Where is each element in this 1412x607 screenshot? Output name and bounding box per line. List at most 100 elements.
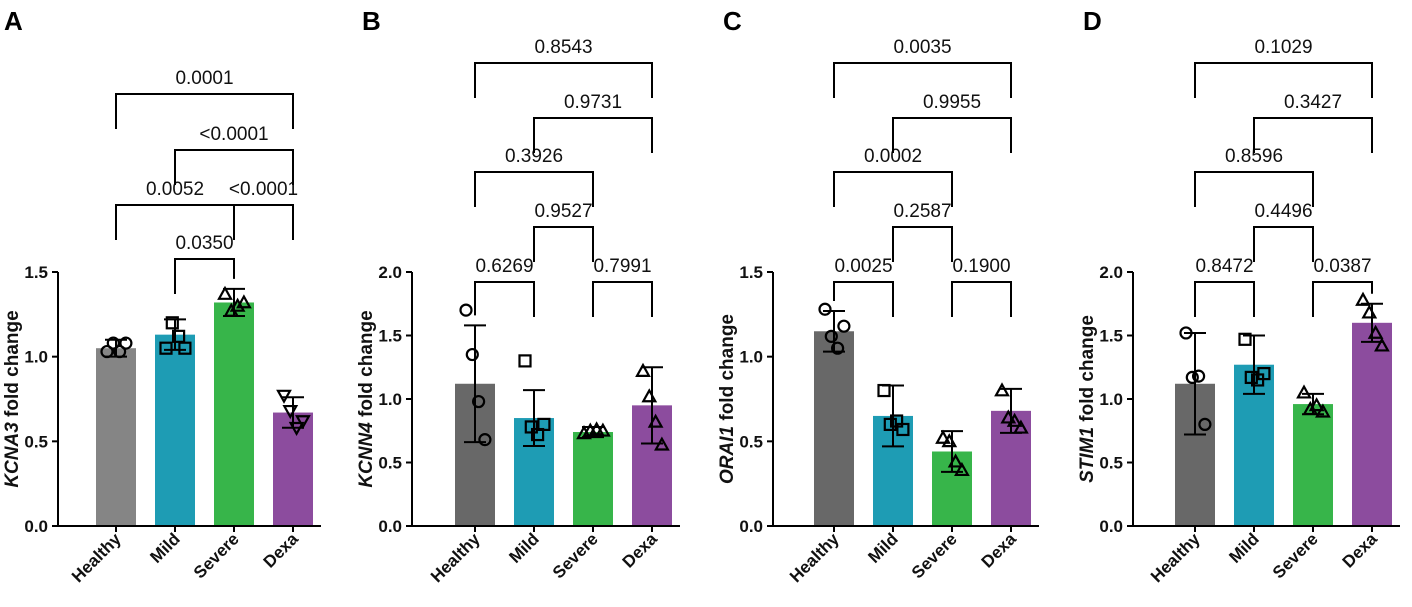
- y-tick-label: 1.5: [24, 263, 48, 282]
- data-point: [229, 297, 246, 312]
- data-point: [1000, 409, 1017, 424]
- data-point: [295, 415, 311, 430]
- x-tick-label: Dexa: [978, 529, 1021, 572]
- p-value-label: 0.1029: [1254, 37, 1312, 58]
- data-point: [824, 329, 838, 343]
- significance-bracket: [1253, 117, 1373, 153]
- significance-bracket: [474, 171, 594, 207]
- p-value-label: 0.3926: [505, 146, 563, 167]
- y-tick-label: 0.5: [24, 432, 48, 451]
- p-value-label: 0.3427: [1284, 92, 1342, 113]
- x-tick-label: Healthy: [68, 529, 125, 586]
- y-tick-label: 0.0: [1099, 517, 1123, 536]
- y-axis-title: KCNA3 fold change: [2, 310, 23, 487]
- significance-bracket: [1194, 171, 1314, 207]
- p-value-label: 0.0387: [1313, 256, 1371, 277]
- significance-bracket: [233, 204, 294, 240]
- panel-letter: A: [4, 6, 23, 36]
- data-point: [1013, 419, 1029, 434]
- x-tick-label: Mild: [146, 529, 183, 566]
- p-value-label: 0.0001: [175, 68, 233, 89]
- y-axis-title: ORAI1 fold change: [717, 314, 738, 484]
- data-point: [837, 319, 851, 333]
- data-point: [935, 429, 951, 444]
- significance-bracket: [892, 117, 1012, 153]
- y-axis-gene: STIM1: [1077, 427, 1098, 483]
- x-tick-label: Severe: [1269, 529, 1322, 582]
- data-point: [647, 413, 664, 428]
- significance-bracket: [1194, 62, 1373, 98]
- data-point: [178, 341, 192, 355]
- y-tick-label: 0.0: [378, 517, 402, 536]
- bar-healthy: [814, 331, 854, 526]
- p-value-label: 0.8543: [534, 37, 592, 58]
- y-tick-label: 1.5: [739, 263, 763, 282]
- panel-d: D STIM1 fold change 0.0 0.5 1.0 1.5 2.0 Healthy…: [1077, 6, 1400, 586]
- significance-bracket: [1194, 281, 1255, 317]
- data-point: [1361, 304, 1378, 319]
- y-tick-label: 1.0: [739, 348, 763, 367]
- data-point: [106, 336, 120, 350]
- p-value-label: 0.8472: [1195, 256, 1253, 277]
- bar-severe: [573, 432, 613, 526]
- data-point: [478, 433, 492, 447]
- x-tick-label: Severe: [549, 529, 602, 582]
- x-tick-label: Dexa: [260, 529, 303, 572]
- data-point: [276, 389, 292, 404]
- bar-healthy: [96, 348, 136, 526]
- bar-severe: [214, 302, 254, 526]
- y-axis-gene: ORAI1: [717, 426, 738, 484]
- data-point: [635, 362, 651, 377]
- y-tick-label: 2.0: [378, 263, 402, 282]
- significance-bracket: [892, 226, 953, 262]
- data-point: [1179, 326, 1193, 340]
- x-tick-label: Dexa: [1339, 529, 1382, 572]
- data-point: [1257, 367, 1271, 381]
- data-point: [159, 341, 173, 355]
- y-axis-title: STIM1 fold change: [1077, 315, 1098, 483]
- p-value-label: 0.9527: [534, 201, 592, 222]
- data-point: [288, 421, 305, 437]
- significance-bracket: [833, 281, 894, 317]
- significance-bracket: [533, 226, 594, 262]
- data-point: [947, 453, 964, 468]
- p-value-label: 0.0002: [864, 146, 922, 167]
- data-point: [1238, 332, 1252, 346]
- data-point: [1006, 412, 1023, 427]
- data-point: [1315, 403, 1331, 418]
- p-value-label: <0.0001: [229, 179, 298, 200]
- significance-bracket: [115, 93, 294, 129]
- y-axis-title: KCNN4 fold change: [356, 310, 377, 487]
- significance-bracket: [474, 62, 653, 98]
- y-tick-label: 1.0: [24, 348, 48, 367]
- y-axis-suffix: fold change: [2, 310, 23, 422]
- data-point: [1185, 370, 1199, 385]
- data-point: [1302, 400, 1319, 416]
- data-point: [112, 344, 127, 359]
- data-point: [537, 417, 551, 431]
- y-tick-label: 1.5: [378, 327, 402, 346]
- panel-letter: D: [1083, 6, 1102, 36]
- data-point: [1367, 324, 1384, 339]
- y-tick-label: 0.0: [24, 517, 48, 536]
- data-point: [896, 422, 910, 437]
- p-value-label: 0.0035: [893, 37, 951, 58]
- y-tick-label: 0.5: [378, 454, 402, 473]
- data-point: [119, 336, 133, 350]
- data-point: [818, 302, 832, 316]
- data-point: [830, 341, 845, 355]
- data-point: [1308, 397, 1325, 412]
- significance-bracket: [174, 258, 235, 294]
- significance-bracket: [1312, 281, 1373, 317]
- data-point: [1374, 337, 1390, 352]
- p-value-label: 0.0350: [175, 233, 233, 254]
- significance-bracket: [833, 62, 1012, 98]
- p-value-label: 0.9731: [564, 92, 622, 113]
- significance-bracket: [951, 281, 1012, 317]
- y-axis-gene: KCNN4: [356, 422, 377, 488]
- y-axis-gene: KCNA3: [2, 422, 23, 488]
- p-value-label: 0.0052: [146, 179, 204, 200]
- significance-bracket: [833, 171, 953, 207]
- y-tick-label: 0.5: [739, 432, 763, 451]
